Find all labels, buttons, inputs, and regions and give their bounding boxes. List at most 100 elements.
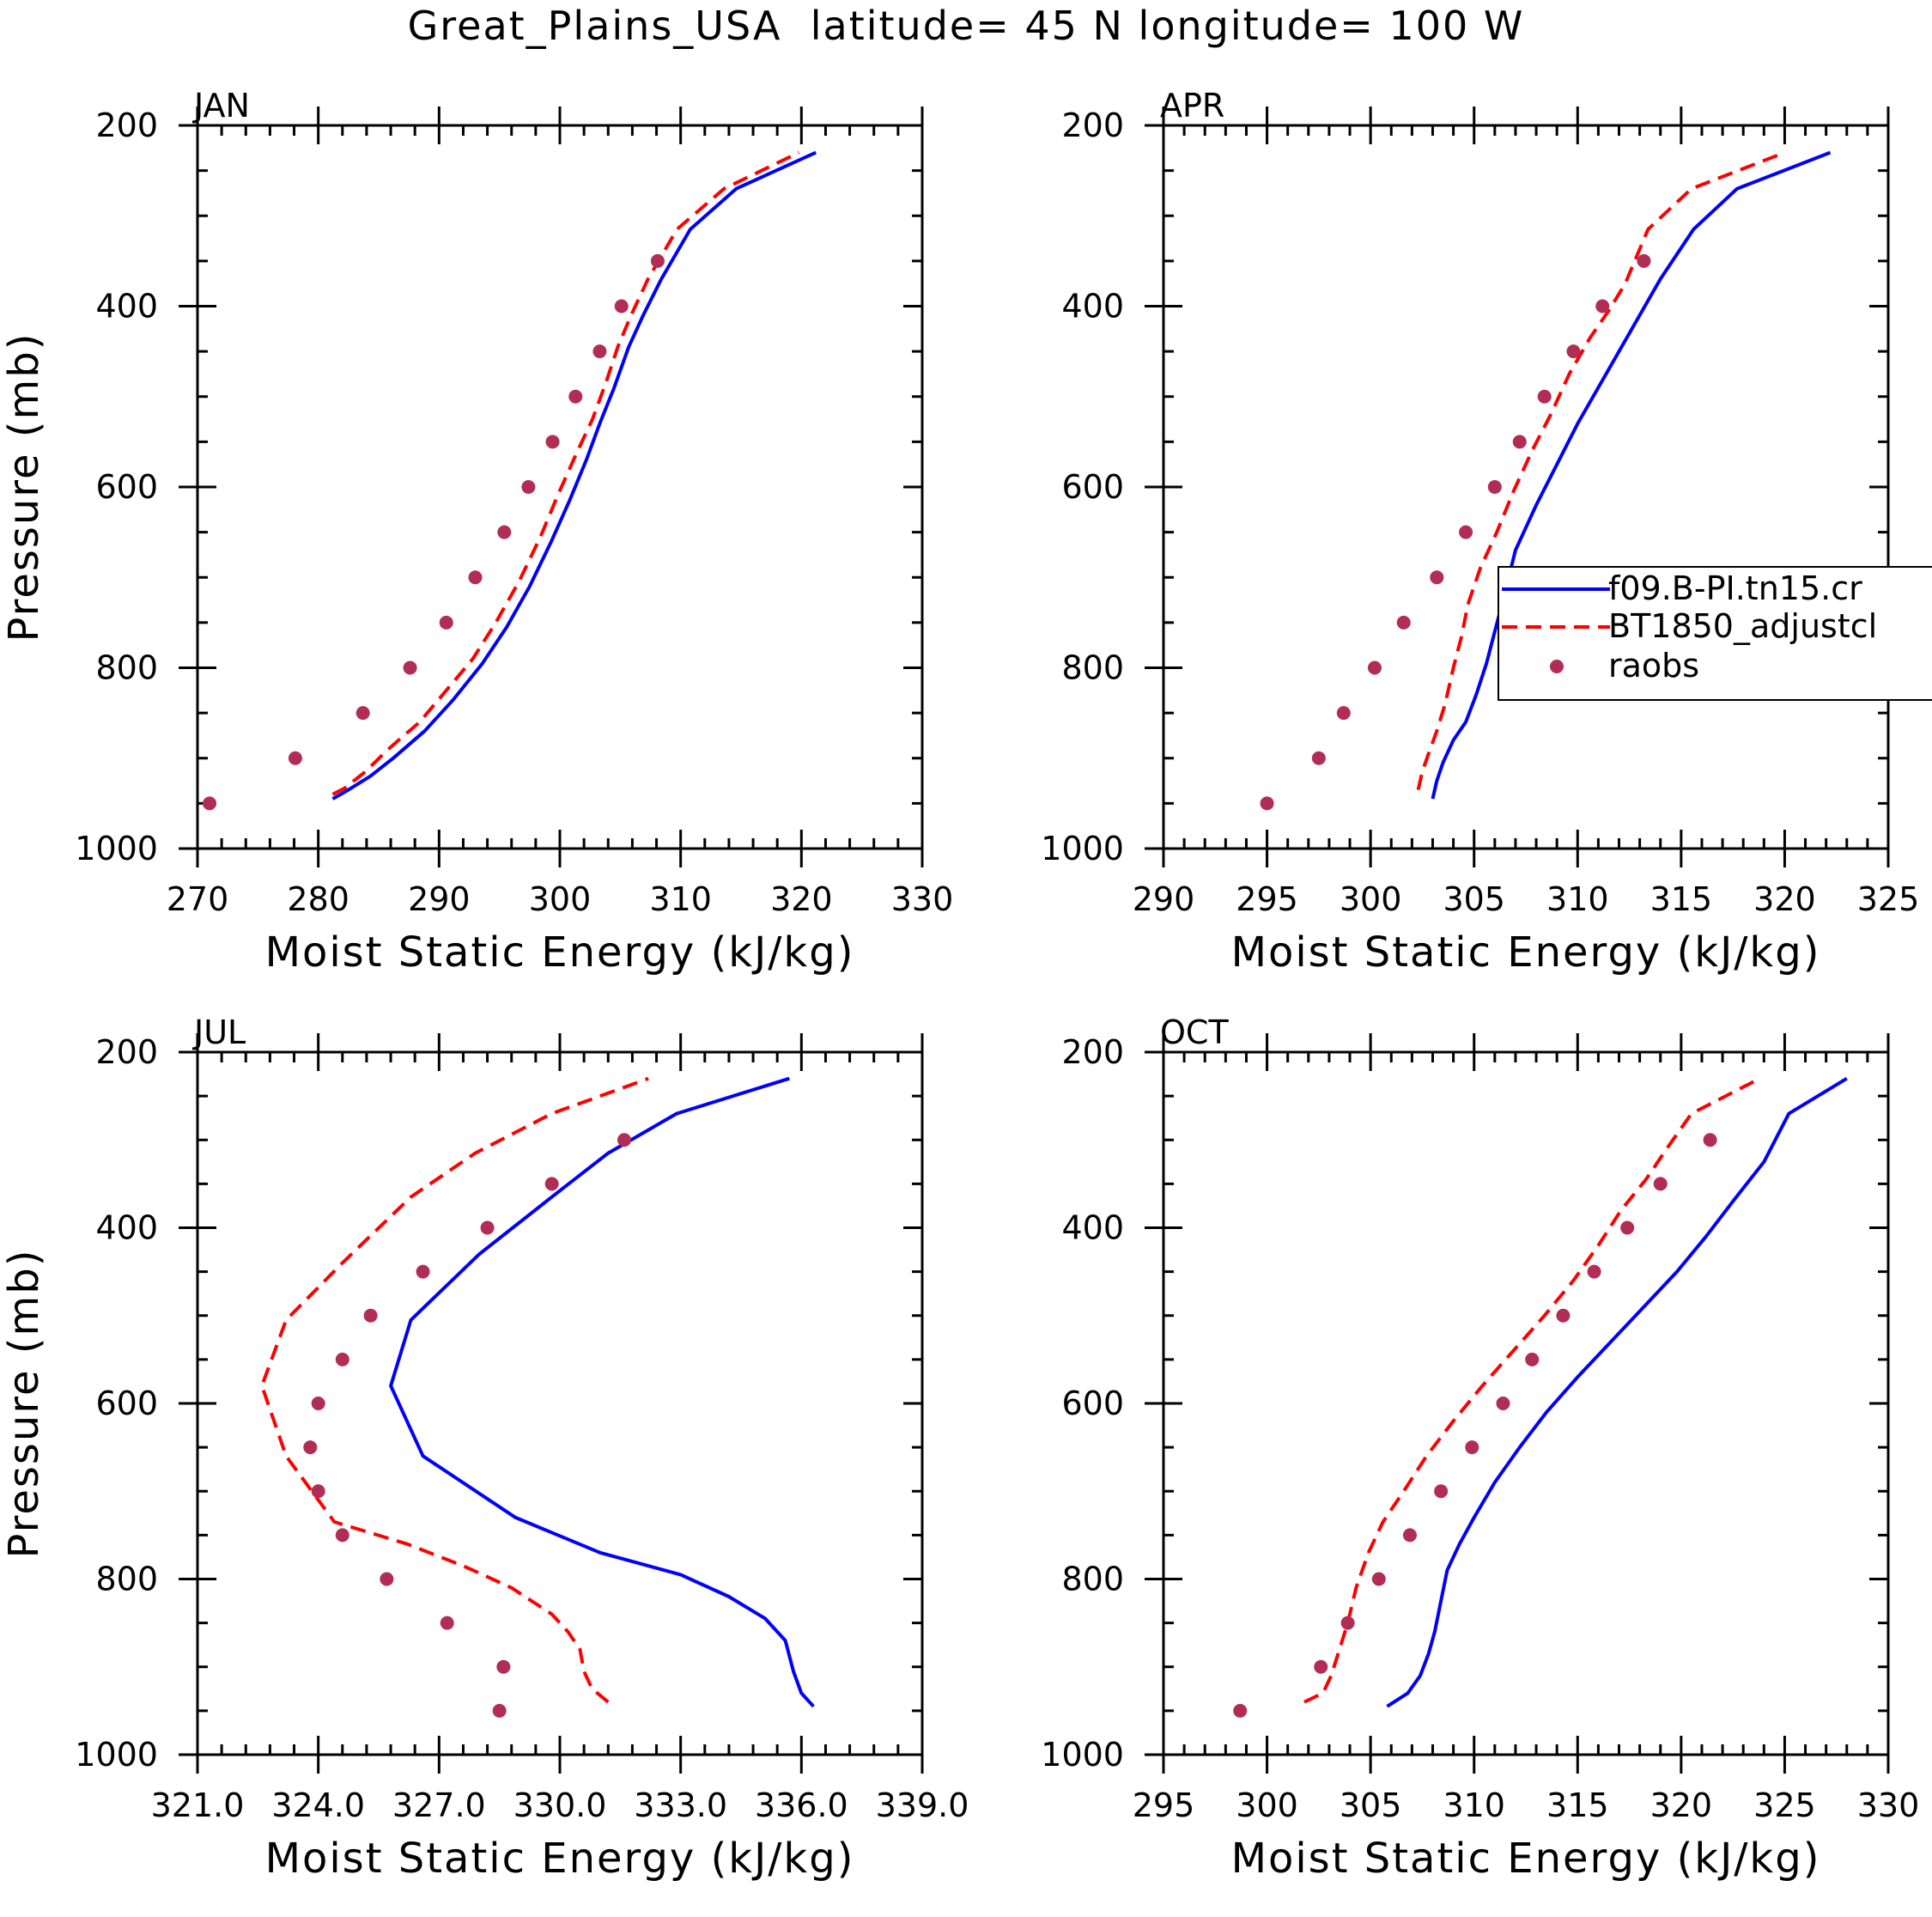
data-point-raobs (416, 1264, 430, 1279)
y-tick-label: 1000 (1041, 830, 1124, 867)
data-point-raobs (1637, 253, 1651, 268)
series-line-bt1850-adjustcld (331, 150, 800, 796)
x-tick-label: 330 (891, 880, 954, 918)
data-point-raobs (1465, 1440, 1479, 1455)
panel-title: OCT (1160, 1013, 1229, 1051)
data-point-raobs (1314, 1659, 1328, 1674)
plot-frame (196, 1050, 924, 1756)
data-point-raobs (1396, 615, 1411, 630)
y-tick-label: 200 (1061, 1033, 1124, 1071)
plot-frame (1162, 1050, 1890, 1756)
data-point-raobs (1487, 480, 1502, 494)
legend-label: raobs (1608, 647, 1699, 685)
data-point-raobs (1402, 1528, 1417, 1543)
x-axis-label: Moist Static Energy (kJ/kg) (1231, 1835, 1821, 1883)
data-point-raobs (203, 796, 217, 811)
x-tick-label: 327.0 (392, 1786, 486, 1824)
x-tick-label: 290 (408, 880, 471, 918)
plot-frame (1162, 124, 1890, 850)
data-point-raobs (617, 1133, 632, 1147)
series-line-f09-b-pi-tn15-cr (1431, 150, 1832, 800)
x-axis-label: Moist Static Energy (kJ/kg) (1231, 928, 1821, 977)
panel-title: APR (1160, 87, 1224, 125)
data-point-raobs (440, 1616, 454, 1630)
data-point-raobs (1233, 1703, 1248, 1718)
y-tick-label: 400 (95, 288, 158, 326)
series-line-bt1850-adjustcld (1303, 1076, 1761, 1704)
y-tick-label: 800 (95, 1561, 158, 1598)
x-tick-label: 315 (1650, 880, 1713, 918)
data-point-raobs (544, 1177, 559, 1191)
data-point-raobs (1340, 1616, 1355, 1630)
data-point-raobs (1371, 1572, 1386, 1586)
data-point-raobs (568, 389, 583, 404)
x-tick-label: 330 (1857, 1786, 1920, 1824)
panel-title: JUL (192, 1013, 246, 1051)
data-point-raobs (303, 1440, 318, 1455)
data-point-raobs (311, 1484, 325, 1499)
data-point-raobs (1496, 1397, 1510, 1410)
y-axis-label: Pressure (mb) (0, 332, 48, 642)
y-tick-label: 1000 (1041, 1736, 1124, 1774)
data-point-raobs (521, 480, 536, 494)
data-point-raobs (1653, 1177, 1668, 1191)
data-point-raobs (496, 1659, 511, 1674)
data-point-raobs (403, 660, 417, 675)
x-tick-label: 325 (1753, 1786, 1816, 1824)
data-point-raobs (1336, 706, 1351, 721)
x-tick-label: 320 (770, 880, 833, 918)
y-tick-label: 600 (1061, 1384, 1124, 1422)
x-tick-label: 310 (649, 880, 712, 918)
data-point-raobs (1434, 1484, 1449, 1499)
panel-jul: JUL 200 400 600 800 1000 321.0 324.0 327.0 330.0 3… (0, 1013, 969, 1883)
y-tick-label: 400 (1061, 1209, 1124, 1247)
y-tick-label: 200 (1061, 106, 1124, 144)
data-point-raobs (1537, 389, 1552, 404)
legend-label: BT1850_adjustcl (1608, 607, 1877, 645)
x-tick-label: 321.0 (151, 1786, 245, 1824)
data-point-raobs (545, 435, 560, 449)
x-tick-label: 330.0 (513, 1786, 607, 1824)
x-tick-label: 295 (1236, 880, 1298, 918)
data-point-raobs (480, 1220, 495, 1235)
x-tick-label: 290 (1133, 880, 1195, 918)
x-axis-label: Moist Static Energy (kJ/kg) (265, 928, 855, 977)
y-tick-label: 800 (1061, 1561, 1124, 1598)
data-point-raobs (1566, 344, 1581, 359)
data-point-raobs (311, 1397, 325, 1410)
y-tick-label: 800 (1061, 649, 1124, 687)
x-tick-label: 295 (1133, 1786, 1195, 1824)
data-point-raobs (592, 344, 607, 359)
x-tick-label: 339.0 (876, 1786, 969, 1824)
data-point-raobs (363, 1308, 378, 1323)
x-axis-label: Moist Static Energy (kJ/kg) (265, 1835, 855, 1883)
x-tick-label: 300 (1236, 1786, 1298, 1824)
y-tick-label: 600 (95, 468, 158, 506)
x-tick-label: 325 (1857, 880, 1920, 918)
data-point-raobs (1260, 796, 1274, 811)
x-tick-label: 315 (1546, 1786, 1609, 1824)
x-tick-label: 300 (529, 880, 592, 918)
data-point-raobs (1525, 1352, 1540, 1366)
data-point-raobs (497, 525, 512, 539)
data-point-raobs (1620, 1220, 1635, 1235)
x-tick-label: 305 (1443, 880, 1505, 918)
x-tick-label: 300 (1340, 880, 1402, 918)
data-point-raobs (1367, 660, 1382, 675)
data-point-raobs (1556, 1308, 1571, 1323)
y-tick-label: 400 (1061, 288, 1124, 326)
data-point-raobs (439, 615, 453, 630)
x-tick-label: 320 (1753, 880, 1816, 918)
x-tick-label: 270 (167, 880, 229, 918)
x-tick-label: 333.0 (634, 1786, 727, 1824)
data-point-raobs (1512, 435, 1527, 449)
y-tick-label: 200 (95, 106, 158, 144)
data-point-raobs (355, 706, 370, 721)
x-tick-label: 280 (287, 880, 349, 918)
x-tick-label: 310 (1546, 880, 1609, 918)
data-point-raobs (650, 253, 665, 268)
